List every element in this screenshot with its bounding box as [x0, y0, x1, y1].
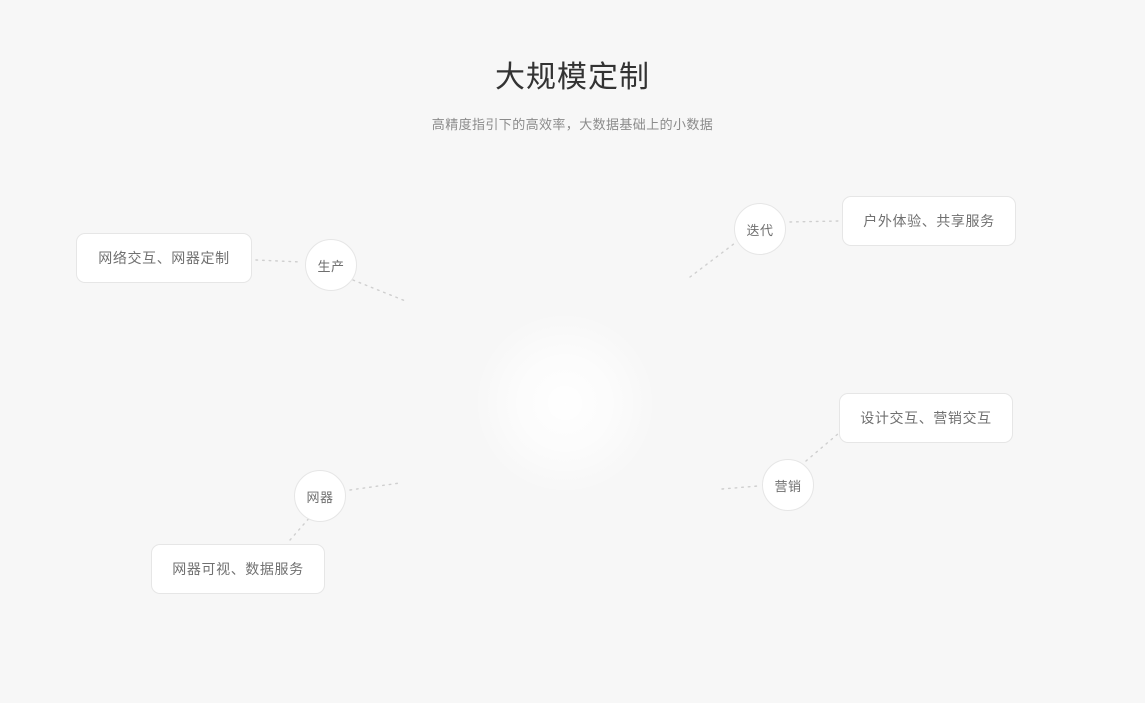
connector-card-iteration [789, 220, 839, 223]
card-marketing[interactable]: 设计交互、营销交互 [839, 393, 1013, 443]
connector-card-device [289, 515, 312, 541]
connector-node-device [349, 482, 401, 491]
connector-sphere-iteration [689, 242, 736, 278]
sphere-strands [365, 204, 764, 603]
sphere-rim [359, 200, 771, 607]
node-marketing[interactable]: 营销 [762, 459, 814, 511]
card-iteration[interactable]: 户外体验、共享服务 [842, 196, 1016, 246]
sphere-halo [351, 183, 785, 609]
node-device[interactable]: 网器 [294, 470, 346, 522]
sphere-core-glow [473, 311, 657, 495]
card-production[interactable]: 网络交互、网器定制 [76, 233, 252, 283]
page-title: 大规模定制 [495, 61, 650, 94]
node-production[interactable]: 生产 [305, 239, 357, 291]
connector-node-production [352, 279, 409, 303]
page-subtitle: 高精度指引下的高效率，大数据基础上的小数据 [431, 117, 714, 132]
card-device[interactable]: 网器可视、数据服务 [151, 544, 325, 594]
network-sphere-visualization [345, 183, 785, 623]
node-iteration[interactable]: 迭代 [734, 203, 786, 255]
connector-card-production [255, 259, 302, 263]
connector-sphere-marketing [721, 485, 759, 490]
